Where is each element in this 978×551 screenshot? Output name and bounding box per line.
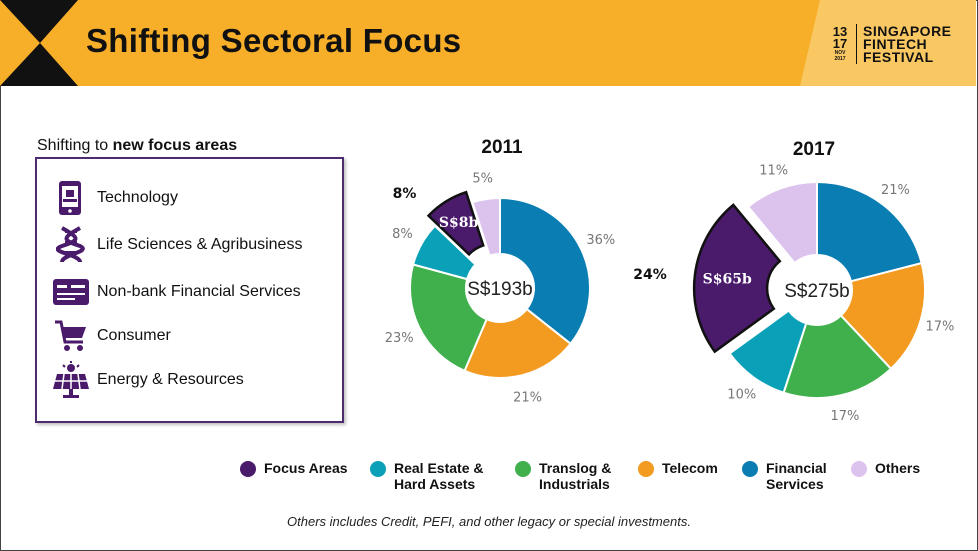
logo-year: 2017 <box>834 56 846 62</box>
logo-date-top: 13 <box>832 24 848 39</box>
legend-item-translog: Translog & Industrials <box>515 460 611 492</box>
percent-label-2017-0: 24% <box>633 267 667 283</box>
legend-item-telecom: Telecom <box>638 460 718 477</box>
dna-icon <box>51 226 91 264</box>
legend-item-focus-areas: Focus Areas <box>240 460 348 477</box>
solar-panel-icon <box>51 361 91 399</box>
focus-heading-bold: new focus areas <box>112 137 238 154</box>
focus-item-label: Technology <box>97 189 178 206</box>
legend-item-financial-services: Financial Services <box>742 460 827 492</box>
percent-label-2017-5: 11% <box>759 164 788 179</box>
legend-item-real-estate: Real Estate & Hard Assets <box>370 460 483 492</box>
donut-slice-2011-4 <box>499 196 591 346</box>
chart-title-2011: 2011 <box>481 137 523 158</box>
logo-text: SINGAPORE FINTECH FESTIVAL <box>863 22 952 65</box>
donut-slice-2017-5 <box>746 180 818 265</box>
logo-line-1: SINGAPORE <box>863 22 952 39</box>
logo-line-3: FESTIVAL <box>863 48 934 65</box>
focus-heading: Shifting to new focus areas <box>37 137 237 155</box>
percent-label-2011-2: 23% <box>385 331 414 346</box>
percent-label-2011-5: 5% <box>472 171 493 186</box>
focus-item-consumer: Consumer <box>51 317 171 355</box>
focus-areas-panel: Technology Life Sciences & Agribusiness … <box>35 157 344 423</box>
legend-label: Telecom <box>662 460 718 476</box>
donut-center-label-2011: S$193b <box>467 279 533 300</box>
donut-slice-2011-3 <box>463 307 573 379</box>
legend-label: Focus Areas <box>264 460 348 476</box>
legend-item-others: Others <box>851 460 920 477</box>
focus-heading-prefix: Shifting to <box>37 137 113 154</box>
percent-label-2011-4: 36% <box>586 233 615 248</box>
chart-title-2017: 2017 <box>792 139 836 160</box>
legend-swatch <box>742 461 758 477</box>
donut-slice-2017-4 <box>816 180 923 283</box>
exploded-slice-label-2011: S$8b <box>439 215 479 231</box>
donut-slice-2017-0 <box>692 203 782 354</box>
logo-date-bottom: 17 <box>832 36 848 51</box>
legend-swatch <box>515 461 531 477</box>
donut-slice-2011-2 <box>409 263 488 373</box>
percent-label-2011-1: 8% <box>392 227 413 242</box>
focus-item-label: Consumer <box>97 327 171 344</box>
legend-label: Real Estate & Hard Assets <box>394 460 484 492</box>
donut-slice-2017-2 <box>782 314 893 399</box>
logo-date: 13 17 NOV 2017 <box>830 24 850 62</box>
percent-label-2011-3: 21% <box>513 391 542 406</box>
percent-label-2017-3: 17% <box>925 320 954 335</box>
smartphone-icon <box>51 179 91 217</box>
page-title: Shifting Sectoral Focus <box>86 22 462 59</box>
focus-item-technology: Technology <box>51 179 178 217</box>
exploded-slice-label-2017: S$65b <box>703 272 752 288</box>
legend-swatch <box>240 461 256 477</box>
festival-logo: 13 17 NOV 2017 SINGAPORE FINTECH FESTIVA… <box>830 24 952 64</box>
legend-swatch <box>638 461 654 477</box>
logo-month: NOV <box>834 50 846 56</box>
footnote: Others includes Credit, PEFI, and other … <box>287 514 691 529</box>
donut-center-label-2017: S$275b <box>784 281 850 302</box>
donut-slice-2011-5 <box>471 196 501 257</box>
percent-label-2017-1: 10% <box>727 388 756 403</box>
banner-graphic <box>0 0 976 86</box>
focus-item-label: Life Sciences & Agribusiness <box>97 236 303 253</box>
shopping-cart-icon <box>51 317 91 355</box>
percent-label-2011-0: 8% <box>393 186 417 202</box>
focus-item-life-sciences: Life Sciences & Agribusiness <box>51 226 302 264</box>
percent-label-2017-4: 21% <box>881 183 910 198</box>
focus-item-label: Energy & Resources <box>97 371 244 388</box>
focus-item-label: Non-bank Financial Services <box>97 283 301 300</box>
donut-slice-2011-1 <box>411 224 477 281</box>
percent-label-2017-2: 17% <box>830 409 859 424</box>
donut-slice-2017-3 <box>839 261 926 371</box>
logo-divider <box>856 24 857 64</box>
legend-label: Translog & Industrials <box>539 460 612 492</box>
credit-card-icon <box>51 273 91 311</box>
header-banner: Shifting Sectoral Focus 13 17 NOV 2017 S… <box>0 0 976 86</box>
focus-item-energy: Energy & Resources <box>51 361 244 399</box>
legend-label: Others <box>875 460 921 476</box>
donut-slice-2017-1 <box>728 309 808 394</box>
legend-swatch <box>851 461 867 477</box>
logo-line-2: FINTECH <box>863 35 928 52</box>
legend-label: Financial Services <box>766 460 827 492</box>
legend-swatch <box>370 461 386 477</box>
focus-item-non-bank: Non-bank Financial Services <box>51 273 301 311</box>
donut-slice-2011-0 <box>426 190 485 257</box>
